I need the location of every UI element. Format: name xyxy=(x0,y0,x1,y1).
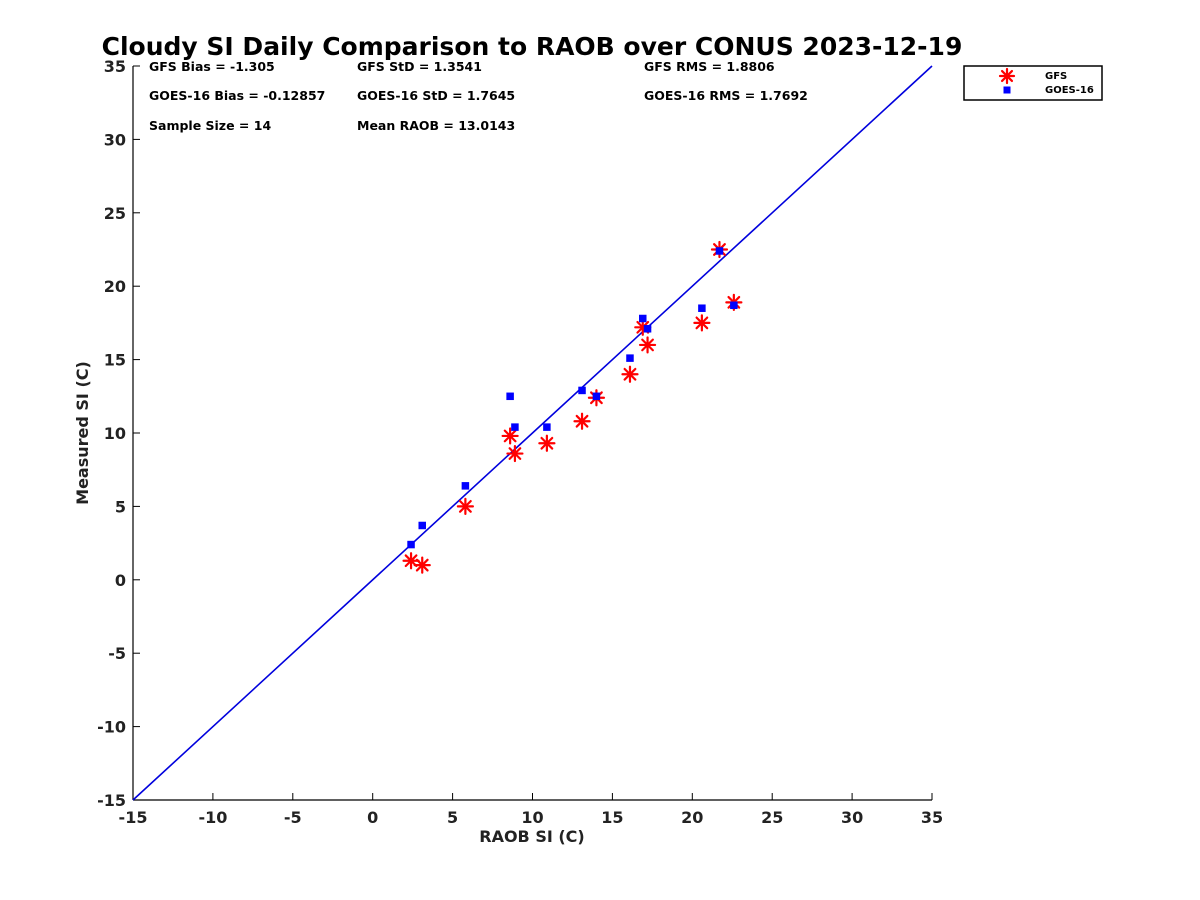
goes-bias-stat: GOES-16 Bias = -0.12857 xyxy=(149,88,325,103)
chart-title: Cloudy SI Daily Comparison to RAOB over … xyxy=(102,32,963,61)
y-axis-ticks: -15 -10 -5 0 5 10 15 20 25 30 35 xyxy=(97,57,140,810)
goes-16-point xyxy=(506,392,514,401)
x-tick-label: 35 xyxy=(921,808,943,827)
y-tick-label: 25 xyxy=(104,204,126,223)
gfs-bias-stat: GFS Bias = -1.305 xyxy=(149,59,275,74)
x-tick-label: 30 xyxy=(841,808,863,827)
gfs-rms-stat: GFS RMS = 1.8806 xyxy=(644,59,775,74)
goes-16-point xyxy=(418,521,426,530)
y-tick-label: 10 xyxy=(104,424,126,443)
gfs-point xyxy=(456,497,474,516)
x-tick-label: 5 xyxy=(447,808,458,827)
legend-gfs-marker xyxy=(998,67,1016,85)
sample-size-stat: Sample Size = 14 xyxy=(149,118,271,133)
legend-goes-16-label: GOES-16 xyxy=(1045,85,1094,96)
goes-16-point xyxy=(626,354,634,362)
goes-16-point xyxy=(592,392,601,401)
goes-16-point xyxy=(511,423,519,431)
y-tick-label: 5 xyxy=(115,497,126,516)
goes-rms-stat: GOES-16 RMS = 1.7692 xyxy=(644,88,808,103)
gfs-point xyxy=(413,556,431,574)
one-to-one-line xyxy=(132,65,933,801)
y-tick-label: 20 xyxy=(104,277,126,296)
legend-goes-16-square xyxy=(1003,86,1011,94)
x-tick-label: 20 xyxy=(681,808,703,827)
x-tick-label: -15 xyxy=(119,808,148,827)
legend-gfs-asterisk xyxy=(998,67,1016,85)
y-axis-label: Measured SI (C) xyxy=(73,361,92,505)
legend-gfs-label: GFS xyxy=(1045,71,1067,82)
legend: GFS GOES-16 xyxy=(963,65,1103,101)
goes-16-point xyxy=(639,314,647,323)
gfs-point xyxy=(538,434,556,452)
y-tick-label: -5 xyxy=(108,644,126,663)
goes-16-point xyxy=(715,247,724,255)
x-axis-label: RAOB SI (C) xyxy=(479,827,584,846)
gfs-point xyxy=(621,365,639,383)
x-tick-label: 25 xyxy=(761,808,783,827)
goes-16-point xyxy=(730,301,738,310)
gfs-point xyxy=(501,427,519,445)
x-tick-label: 10 xyxy=(521,808,543,827)
x-tick-label: 0 xyxy=(367,808,378,827)
x-axis-ticks: -15 -10 -5 0 5 10 15 20 25 30 35 xyxy=(119,793,943,827)
gfs-point xyxy=(402,552,420,570)
y-tick-label: -15 xyxy=(97,791,126,810)
gfs-point xyxy=(693,314,711,332)
goes-16-point xyxy=(643,325,652,333)
goes-16-point xyxy=(407,540,415,549)
x-tick-label: -5 xyxy=(284,808,302,827)
gfs-point xyxy=(506,444,524,463)
legend-goes-16-marker xyxy=(1003,86,1011,94)
gfs-series xyxy=(402,240,743,574)
y-tick-label: 30 xyxy=(104,130,126,149)
goes-std-stat: GOES-16 StD = 1.7645 xyxy=(357,88,515,103)
gfs-point xyxy=(573,412,591,430)
legend-box xyxy=(963,65,1103,101)
goes-16-series xyxy=(407,247,738,549)
goes-16-point xyxy=(543,423,551,431)
stats-block: GFS Bias = -1.305 GFS StD = 1.3541 GFS R… xyxy=(149,59,808,133)
y-tick-label: 15 xyxy=(104,351,126,370)
goes-16-point xyxy=(698,304,706,312)
x-tick-label: -10 xyxy=(198,808,227,827)
y-tick-label: 35 xyxy=(104,57,126,76)
plot-area: -15 -10 -5 0 5 10 15 20 25 30 35 -15 -10 -5 0 5 10 15 20 2… xyxy=(97,57,943,827)
y-tick-label: 0 xyxy=(115,571,126,590)
gfs-std-stat: GFS StD = 1.3541 xyxy=(357,59,482,74)
mean-raob-stat: Mean RAOB = 13.0143 xyxy=(357,118,515,133)
gfs-point xyxy=(638,336,657,354)
goes-16-point xyxy=(461,482,470,490)
x-tick-label: 15 xyxy=(601,808,623,827)
y-tick-label: -10 xyxy=(97,718,126,737)
goes-16-point xyxy=(578,386,586,395)
